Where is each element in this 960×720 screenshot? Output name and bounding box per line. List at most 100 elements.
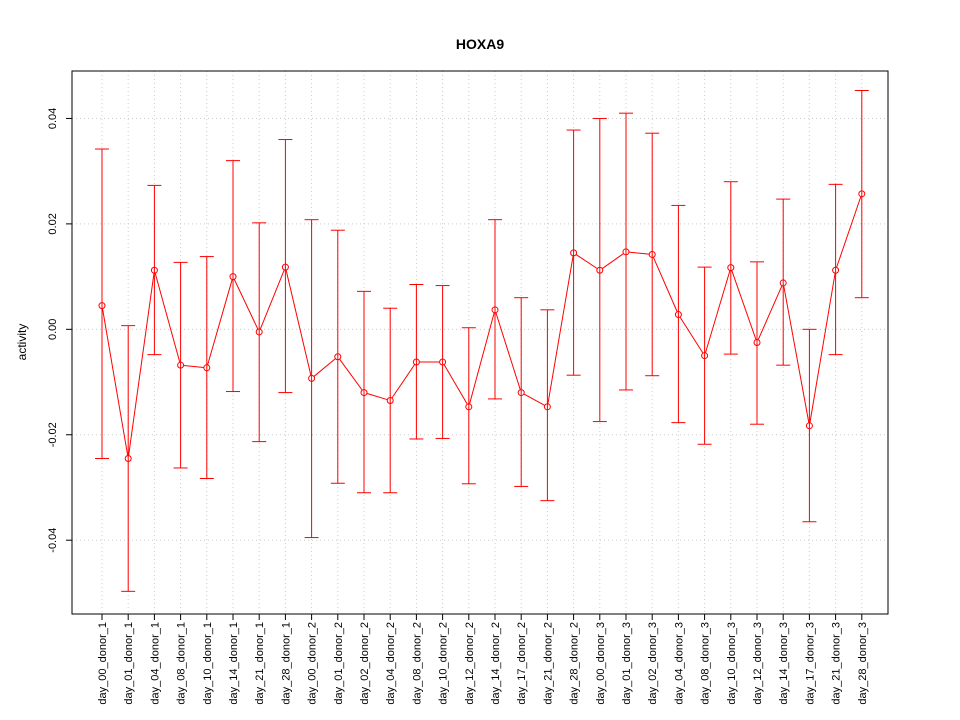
data-point (727, 264, 735, 272)
data-point (124, 454, 132, 462)
data-point (308, 374, 316, 382)
x-tick-label: day_21_donor_2 (542, 622, 554, 705)
x-tick-label: day_17_donor_3 (804, 622, 816, 705)
x-tick-label: day_08_donor_3 (700, 622, 712, 705)
data-points (98, 190, 866, 462)
data-point (203, 364, 211, 372)
series-line-segment (757, 285, 783, 340)
data-point (543, 403, 551, 411)
data-point (701, 352, 709, 360)
series-line-segment (207, 279, 233, 365)
series-line-segment (809, 273, 836, 423)
chart-title: HOXA9 (456, 36, 504, 52)
series-line-segment (469, 312, 495, 404)
x-tick-label: day_12_donor_3 (752, 622, 764, 705)
x-tick-label: day_28_donor_1 (280, 622, 292, 705)
series-line-segment (313, 358, 336, 377)
data-point (517, 389, 525, 397)
x-tick-label: day_28_donor_3 (857, 622, 869, 705)
series-line-segment (679, 316, 704, 354)
data-point (98, 302, 106, 310)
series-line-segment (285, 270, 312, 376)
x-axis: day_00_donor_1 day_01_donor_1 day_04_donor… (97, 614, 869, 705)
data-point (439, 358, 447, 366)
x-tick-label: day_01_donor_1 (123, 622, 135, 705)
series-line-segment (602, 253, 624, 269)
x-tick-label: day_04_donor_2 (385, 622, 397, 705)
data-point (753, 339, 761, 346)
series-line-segment (653, 257, 678, 312)
series-line-segment (836, 196, 862, 268)
x-tick-label: day_08_donor_1 (176, 622, 188, 705)
data-point (674, 311, 682, 319)
data-point (832, 266, 840, 274)
y-tick-label: 0.00 (47, 319, 59, 340)
x-tick-label: day_00_donor_1 (97, 622, 109, 705)
series-line-segment (705, 270, 731, 353)
series-line-segment (523, 393, 545, 406)
x-tick-label: day_12_donor_2 (464, 622, 476, 705)
data-point (386, 396, 394, 404)
error-bars (95, 90, 869, 592)
series-line-segment (154, 273, 181, 363)
series-line-segment (128, 273, 155, 456)
data-point (491, 306, 499, 314)
y-tick-label: -0.02 (47, 422, 59, 447)
x-tick-label: day_02_donor_2 (359, 622, 371, 705)
x-tick-label: day_00_donor_3 (595, 622, 607, 705)
data-point (648, 250, 656, 258)
x-tick-label: day_21_donor_1 (254, 622, 266, 705)
series-line-segment (259, 269, 285, 330)
x-tick-label: day_00_donor_2 (307, 622, 319, 705)
x-tick-label: day_28_donor_2 (569, 622, 581, 705)
series-line-segment (102, 308, 129, 456)
data-point (334, 353, 342, 361)
x-tick-label: day_14_donor_2 (490, 622, 502, 705)
y-axis-label: activity (15, 324, 29, 361)
series-line-segment (783, 285, 810, 423)
x-tick-label: day_10_donor_2 (438, 622, 450, 705)
series-line-segment (233, 279, 259, 330)
y-tick-label: 0.02 (47, 213, 59, 234)
data-point (412, 358, 420, 366)
plot-frame (71, 70, 889, 615)
series-line-segment (629, 251, 650, 255)
x-tick-label: day_02_donor_3 (647, 622, 659, 705)
series-line-segment (495, 312, 521, 390)
x-tick-label: day_10_donor_3 (726, 622, 738, 705)
data-point (255, 328, 263, 336)
grid-lines (72, 71, 888, 614)
data-point (177, 361, 185, 369)
data-point (596, 266, 604, 274)
data-point (281, 263, 289, 271)
x-tick-label: day_08_donor_2 (411, 622, 423, 705)
data-point (858, 190, 866, 198)
series-line-segment (183, 364, 204, 368)
y-tick-label: -0.04 (47, 528, 59, 553)
y-tick-label: 0.04 (47, 108, 59, 129)
series-line-segment (366, 393, 388, 401)
data-point (229, 273, 237, 281)
data-point (360, 389, 368, 397)
series-line-segment (443, 364, 468, 405)
data-point (465, 403, 473, 411)
x-tick-label: day_10_donor_1 (202, 622, 214, 705)
x-tick-label: day_14_donor_3 (778, 622, 790, 705)
data-point (150, 266, 158, 274)
x-tick-label: day_14_donor_1 (228, 622, 240, 705)
series-line-segment (731, 270, 757, 340)
x-tick-label: day_04_donor_1 (149, 622, 161, 705)
data-point (805, 422, 813, 430)
series-line-segment (391, 364, 416, 399)
data-point (779, 279, 787, 287)
data-point (622, 248, 630, 256)
x-tick-label: day_21_donor_3 (831, 622, 843, 705)
x-tick-label: day_17_donor_2 (516, 622, 528, 705)
data-point (570, 249, 578, 257)
x-tick-label: day_04_donor_3 (673, 622, 685, 705)
y-axis: -0.04 -0.02 0.00 0.02 0.04 (47, 108, 72, 553)
x-tick-label: day_01_donor_2 (333, 622, 345, 705)
series-line-segment (339, 359, 363, 391)
x-tick-label: day_01_donor_3 (621, 622, 633, 705)
